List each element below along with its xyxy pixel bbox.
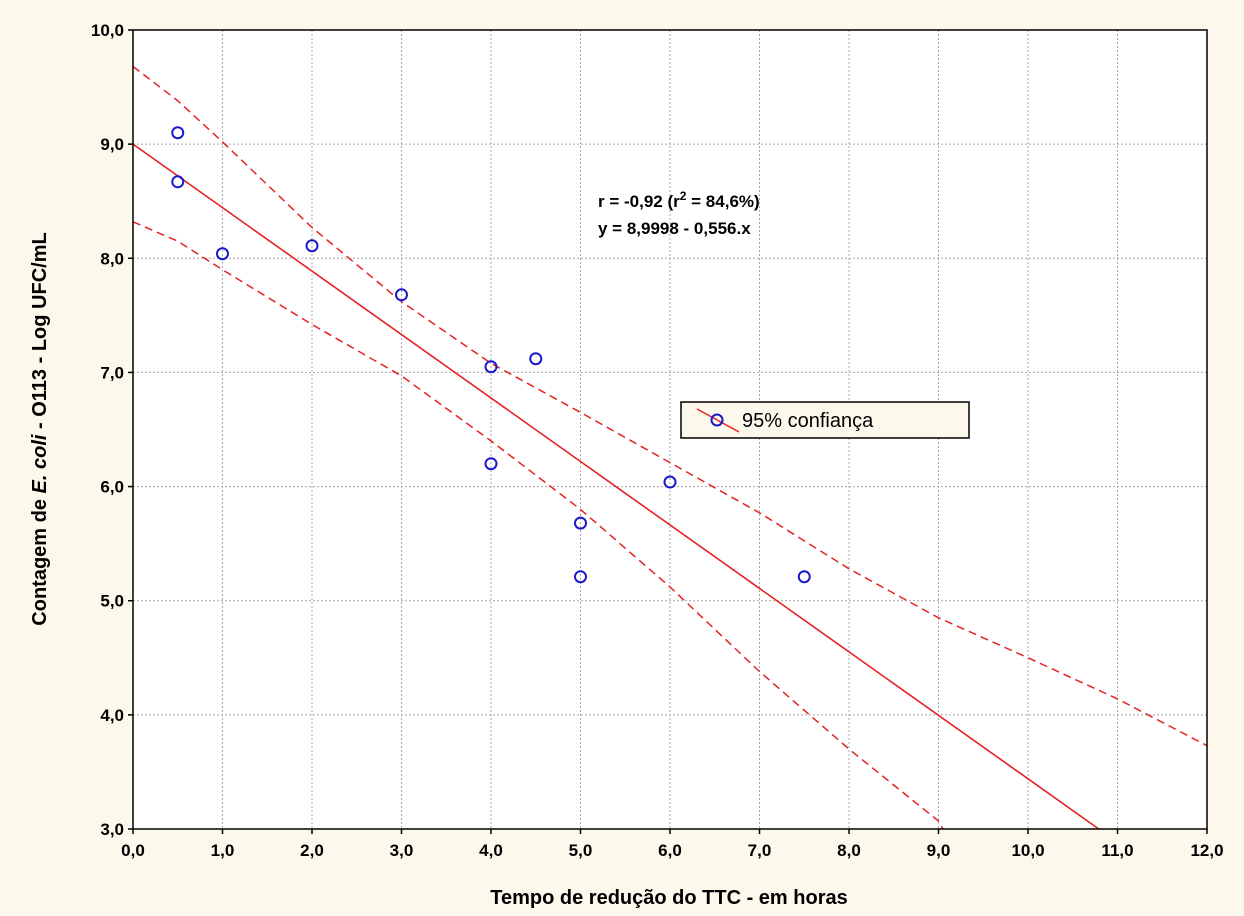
- y-tick-label: 4,0: [100, 706, 124, 725]
- y-axis-title: Contagem de E. coli - O113 - Log UFC/mL: [29, 232, 51, 625]
- legend-marker-swatch: [710, 413, 724, 427]
- y-tick-label: 9,0: [100, 135, 124, 154]
- data-point: [484, 360, 498, 374]
- data-point: [574, 516, 587, 530]
- data-point: [797, 570, 811, 584]
- equation-annotation: y = 8,9998 - 0,556.x: [598, 219, 751, 238]
- x-tick-label: 0,0: [121, 841, 145, 860]
- x-tick-label: 8,0: [837, 841, 861, 860]
- data-point: [171, 126, 185, 140]
- x-tick-label: 4,0: [479, 841, 503, 860]
- x-tick-label: 5,0: [569, 841, 593, 860]
- legend: 95% confiança: [680, 401, 970, 439]
- x-tick-label: 10,0: [1011, 841, 1044, 860]
- data-point: [663, 475, 677, 489]
- x-tick-label: 12,0: [1190, 841, 1223, 860]
- y-tick-label: 6,0: [100, 478, 124, 497]
- confidence-band-lower: [133, 221, 944, 829]
- y-tick-label: 10,0: [91, 21, 124, 40]
- legend-label: 95% confiança: [742, 410, 874, 432]
- x-tick-label: 11,0: [1101, 841, 1133, 860]
- confidence-band-upper: [133, 65, 1207, 747]
- x-tick-label: 3,0: [390, 841, 414, 860]
- data-point: [484, 457, 498, 471]
- data-point: [574, 570, 587, 584]
- x-tick-label: 2,0: [300, 841, 324, 860]
- x-axis-title: Tempo de redução do TTC - em horas: [490, 887, 847, 909]
- plot-area: [133, 30, 1207, 829]
- y-tick-label: 5,0: [100, 592, 124, 611]
- data-point: [171, 175, 185, 189]
- data-point: [216, 247, 229, 261]
- x-tick-label: 6,0: [658, 841, 682, 860]
- correlation-annotation: r = -0,92 (r2 = 84,6%): [598, 189, 760, 211]
- data-point: [305, 239, 319, 253]
- data-point: [395, 288, 408, 302]
- legend-box: [680, 401, 970, 439]
- regression-line: [133, 143, 1100, 829]
- data-point: [529, 352, 543, 366]
- y-tick-label: 8,0: [100, 249, 124, 268]
- x-tick-label: 1,0: [211, 841, 235, 860]
- x-tick-label: 7,0: [748, 841, 772, 860]
- x-tick-label: 9,0: [927, 841, 951, 860]
- y-tick-label: 3,0: [100, 820, 124, 839]
- y-tick-label: 7,0: [100, 363, 124, 382]
- legend-line-swatch: [696, 408, 740, 433]
